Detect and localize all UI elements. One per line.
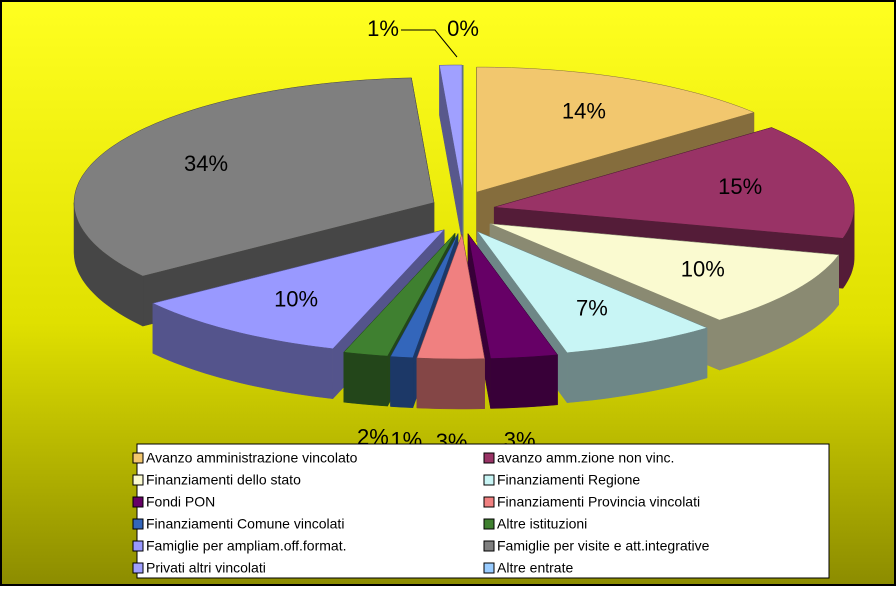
data-label: 7% [576, 295, 608, 320]
slice-top [489, 223, 840, 321]
legend-swatch [483, 452, 495, 464]
slice [73, 77, 435, 327]
slice-side [343, 351, 388, 407]
legend-label: Avanzo amministrazione vincolato [146, 450, 358, 466]
legend-label: Altre entrate [497, 560, 573, 576]
legend-swatch [132, 474, 144, 486]
legend-swatch [483, 562, 495, 574]
legend-swatch [132, 452, 144, 464]
legend-label: Famiglie per visite e att.integrative [497, 538, 710, 554]
legend-swatch [483, 496, 495, 508]
data-label: 14% [562, 99, 606, 124]
slice-side [416, 357, 485, 410]
slice-top [390, 233, 459, 358]
data-label: 1% [367, 16, 399, 41]
data-label: 15% [718, 174, 762, 199]
slice-top [152, 229, 445, 349]
slice-top [416, 233, 485, 360]
legend-label: Famiglie per ampliam.off.format. [146, 538, 346, 554]
slice-top [343, 233, 456, 357]
legend-label: Fondi PON [146, 494, 215, 510]
slice [416, 233, 485, 410]
legend-label: Finanziamenti Provincia vincolati [497, 494, 700, 510]
slice-side [490, 354, 558, 409]
legend-swatch [483, 518, 495, 530]
slice-side [390, 356, 414, 408]
data-label: 10% [681, 257, 725, 282]
data-label: 34% [184, 151, 228, 176]
legend-label: avanzo amm.zione non vinc. [497, 450, 674, 466]
legend-swatch [132, 562, 144, 574]
legend-label: Altre istituzioni [497, 516, 587, 532]
slice [439, 64, 463, 241]
slice-top [73, 77, 435, 277]
legend-label: Finanziamenti Comune vincolati [146, 516, 344, 532]
legend-label: Finanziamenti dello stato [146, 472, 301, 488]
slice-top [494, 127, 855, 239]
pie: 14%15%10%7%3%3%1%2%10%34%1% 0% [73, 16, 855, 454]
slice-top [467, 233, 558, 359]
slice-top [476, 231, 708, 353]
slice-top [476, 66, 755, 193]
legend: Avanzo amministrazione vincolato avanzo a… [132, 450, 710, 576]
legend-swatch [132, 496, 144, 508]
data-label: 0% [447, 16, 479, 41]
legend-swatch [132, 518, 144, 530]
legend-label: Finanziamenti Regione [497, 472, 640, 488]
legend-swatch [483, 540, 495, 552]
slice [467, 232, 558, 409]
legend-box [136, 443, 830, 579]
legend-label: Privati altri vincolati [146, 560, 266, 576]
data-label: 10% [274, 286, 318, 311]
slice-top [439, 64, 463, 191]
leader-line [401, 29, 458, 58]
legend-swatch [132, 540, 144, 552]
legend-swatch [483, 474, 495, 486]
